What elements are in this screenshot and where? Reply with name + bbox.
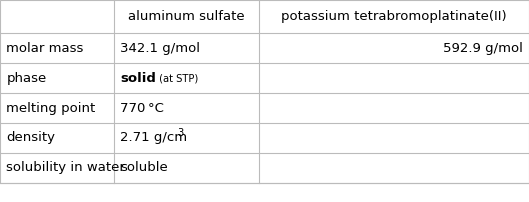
Text: (at STP): (at STP) (156, 73, 198, 83)
Text: phase: phase (6, 72, 47, 85)
Text: density: density (6, 132, 56, 144)
Text: solid: solid (120, 72, 156, 85)
Text: 3: 3 (177, 128, 184, 138)
Text: potassium tetrabromoplatinate(II): potassium tetrabromoplatinate(II) (281, 10, 507, 23)
Text: 2.71 g/cm: 2.71 g/cm (120, 132, 187, 144)
Text: molar mass: molar mass (6, 42, 84, 55)
Text: melting point: melting point (6, 102, 96, 115)
Text: 342.1 g/mol: 342.1 g/mol (120, 42, 200, 55)
Text: 592.9 g/mol: 592.9 g/mol (443, 42, 523, 55)
Text: aluminum sulfate: aluminum sulfate (128, 10, 245, 23)
Text: soluble: soluble (120, 161, 168, 174)
Text: 770 °C: 770 °C (120, 102, 164, 115)
Text: solubility in water: solubility in water (6, 161, 125, 174)
